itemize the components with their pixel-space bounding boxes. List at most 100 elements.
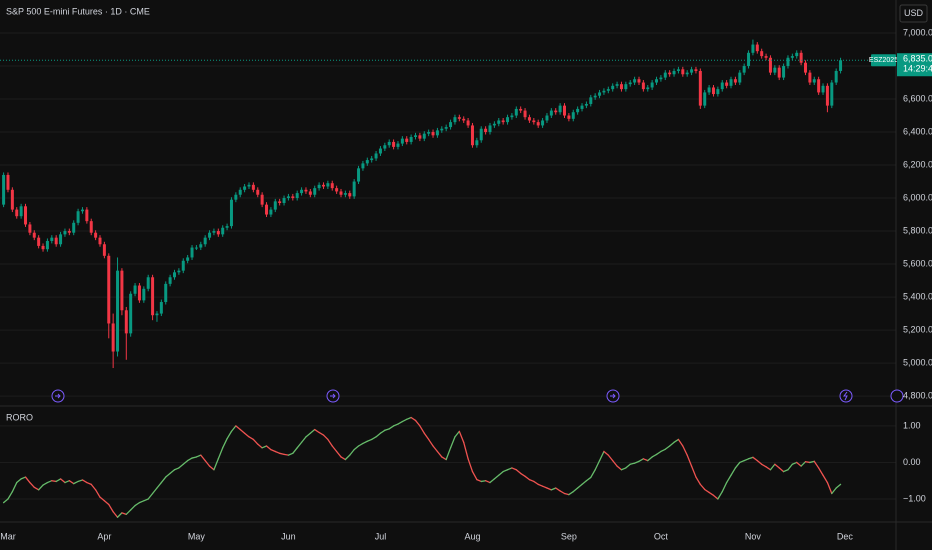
indicator-segment (484, 480, 491, 484)
indicator-segment (520, 472, 526, 477)
indicator-segment (467, 458, 474, 473)
indicator-segment (305, 432, 311, 438)
candle-body (751, 44, 755, 53)
indicator-segment (230, 425, 237, 433)
candle-body (229, 199, 233, 227)
candle-body (532, 120, 536, 123)
indicator-segment (480, 480, 487, 483)
indicator-segment (169, 469, 176, 475)
candle-body (519, 108, 523, 111)
indicator-segment (309, 428, 316, 434)
indicator-segment (489, 478, 496, 484)
indicator-segment (112, 511, 119, 518)
currency-label[interactable]: USD (904, 8, 924, 18)
y-tick-label: 5,000.00 (903, 357, 932, 367)
last-price-label: 6,835.00 (903, 54, 932, 64)
indicator-segment (664, 445, 671, 450)
indicator-segment (51, 480, 57, 483)
indicator-segment (64, 480, 70, 484)
candle-body (711, 87, 715, 95)
candle-body (348, 193, 352, 197)
candle-body (343, 193, 347, 195)
candle-body (567, 115, 571, 119)
candle-body (655, 79, 659, 83)
y-tick-label: −1.00 (903, 493, 926, 503)
candle-body (6, 174, 10, 190)
indicator-segment (344, 454, 351, 461)
candle-body (782, 66, 786, 78)
indicator-segment (99, 496, 106, 502)
chart-title: S&P 500 E-mini Futures · 1D · CME (6, 6, 150, 16)
indicator-segment (747, 456, 754, 460)
candle-body (562, 105, 566, 116)
candle-body (76, 211, 80, 223)
indicator-segment (441, 456, 447, 461)
candle-body (545, 115, 549, 121)
candle-body (45, 240, 49, 250)
indicator-segment (108, 503, 114, 513)
indicator-segment (2, 498, 9, 504)
indicator-segment (673, 438, 680, 443)
indicator-segment (756, 459, 763, 465)
candle-body (392, 141, 396, 147)
candle-body (668, 72, 672, 75)
indicator-segment (29, 481, 35, 488)
indicator-segment (721, 481, 728, 493)
candle-body (387, 141, 391, 146)
indicator-segment (826, 481, 833, 495)
indicator-segment (761, 463, 767, 468)
indicator-segment (818, 467, 824, 476)
indicator-segment (791, 461, 798, 465)
indicator-segment (397, 420, 404, 425)
indicator-segment (563, 492, 570, 496)
candle-body (133, 285, 137, 294)
candle-body (825, 85, 829, 106)
y-tick-label: 6,000.00 (903, 192, 932, 202)
indicator-segment (590, 469, 596, 479)
indicator-segment (734, 461, 741, 469)
candle-body (817, 79, 821, 93)
indicator-segment (835, 483, 842, 489)
indicator-segment (213, 458, 219, 471)
indicator-segment (432, 445, 439, 453)
indicator-segment (55, 478, 62, 483)
candle-body (716, 89, 720, 95)
indicator-segment (296, 441, 303, 449)
candle-body (10, 189, 14, 210)
indicator-segment (331, 445, 338, 453)
candle-body (414, 135, 418, 137)
indicator-segment (314, 428, 320, 434)
indicator-segment (782, 469, 789, 473)
currency-button[interactable] (899, 4, 928, 23)
candle-body (742, 66, 746, 73)
indicator-segment (765, 466, 772, 471)
indicator-segment (704, 488, 710, 494)
event-icon[interactable] (890, 389, 904, 403)
indicator-segment (787, 463, 794, 471)
candle-body (151, 277, 155, 316)
indicator-segment (428, 438, 434, 447)
candle-body (558, 105, 562, 113)
indicator-segment (392, 423, 399, 427)
x-tick-label: Apr (97, 531, 111, 541)
indicator-segment (73, 480, 79, 485)
countdown-label: 14:29:49 (903, 64, 932, 74)
candle-body (615, 84, 619, 86)
candle-body (571, 112, 575, 119)
candle-body (181, 260, 185, 271)
candle-body (282, 198, 286, 203)
x-tick-label: Sep (561, 531, 577, 541)
candle-body (37, 237, 41, 246)
indicator-segment (568, 491, 574, 496)
candle-body (527, 117, 531, 121)
indicator-segment (498, 470, 504, 476)
indicator-segment (730, 467, 737, 476)
indicator-segment (493, 474, 500, 480)
candle-body (786, 57, 790, 67)
indicator-segment (353, 445, 360, 451)
indicator-segment (454, 430, 460, 438)
x-tick-label: Dec (837, 531, 854, 541)
candle-body (357, 168, 361, 182)
indicator-segment (524, 475, 531, 481)
